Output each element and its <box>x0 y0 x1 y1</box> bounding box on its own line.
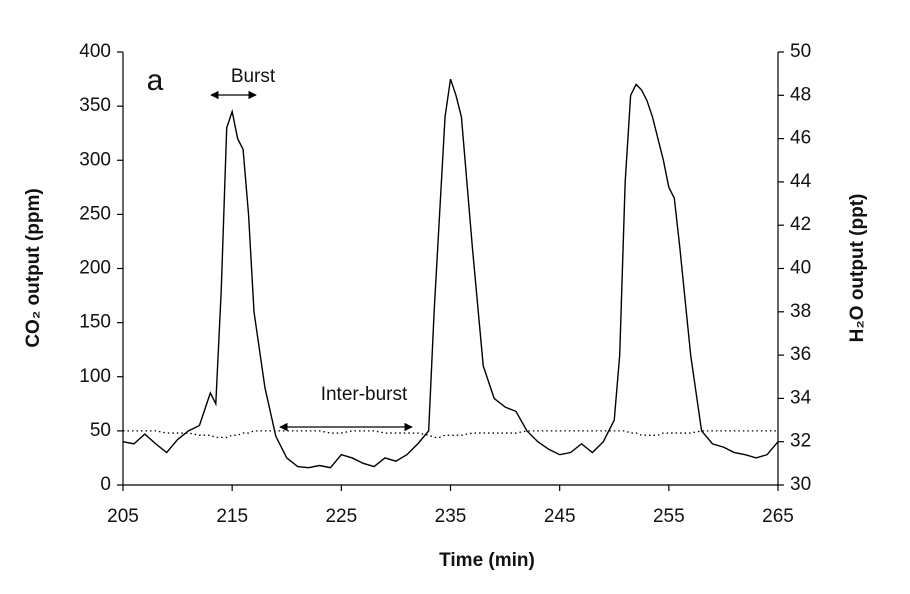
y2-tick-label: 36 <box>790 344 811 365</box>
y2-tick-label: 32 <box>790 431 811 452</box>
y-tick-label: 100 <box>79 366 111 387</box>
series-line <box>122 78 779 469</box>
x-tick-label: 235 <box>435 506 467 527</box>
series-line <box>123 430 778 439</box>
y2-axis-title: H₂O output (ppt) <box>847 194 868 343</box>
y-tick-label: 250 <box>79 203 111 224</box>
y-tick-label: 400 <box>79 41 111 62</box>
x-tick-label: 225 <box>325 506 357 527</box>
y2-tick-label: 40 <box>790 258 811 279</box>
annotation: Inter-burst <box>321 384 408 405</box>
x-tick-label: 205 <box>107 506 139 527</box>
y-tick-label: 350 <box>79 95 111 116</box>
x-axis-title: Time (min) <box>439 550 535 571</box>
annotation: Burst <box>231 66 276 87</box>
y2-tick-label: 44 <box>790 171 812 192</box>
y2-tick-label: 30 <box>790 474 811 495</box>
x-tick-label: 265 <box>762 506 794 527</box>
y-tick-label: 300 <box>79 149 111 170</box>
y-tick-label: 50 <box>90 420 111 441</box>
y2-tick-label: 46 <box>790 128 811 149</box>
y2-tick-label: 38 <box>790 301 811 322</box>
y-tick-label: 150 <box>79 312 111 333</box>
y2-tick-label: 42 <box>790 214 811 235</box>
x-tick-label: 215 <box>216 506 248 527</box>
y2-tick-label: 50 <box>790 41 811 62</box>
y-tick-label: 0 <box>100 474 111 495</box>
y2-tick-label: 34 <box>790 387 812 408</box>
x-tick-label: 255 <box>653 506 685 527</box>
x-tick-label: 245 <box>544 506 576 527</box>
y-axis-title: CO₂ output (ppm) <box>23 188 44 347</box>
y2-tick-label: 48 <box>790 84 811 105</box>
panel-letter: a <box>147 64 164 97</box>
y-tick-label: 200 <box>79 258 111 279</box>
